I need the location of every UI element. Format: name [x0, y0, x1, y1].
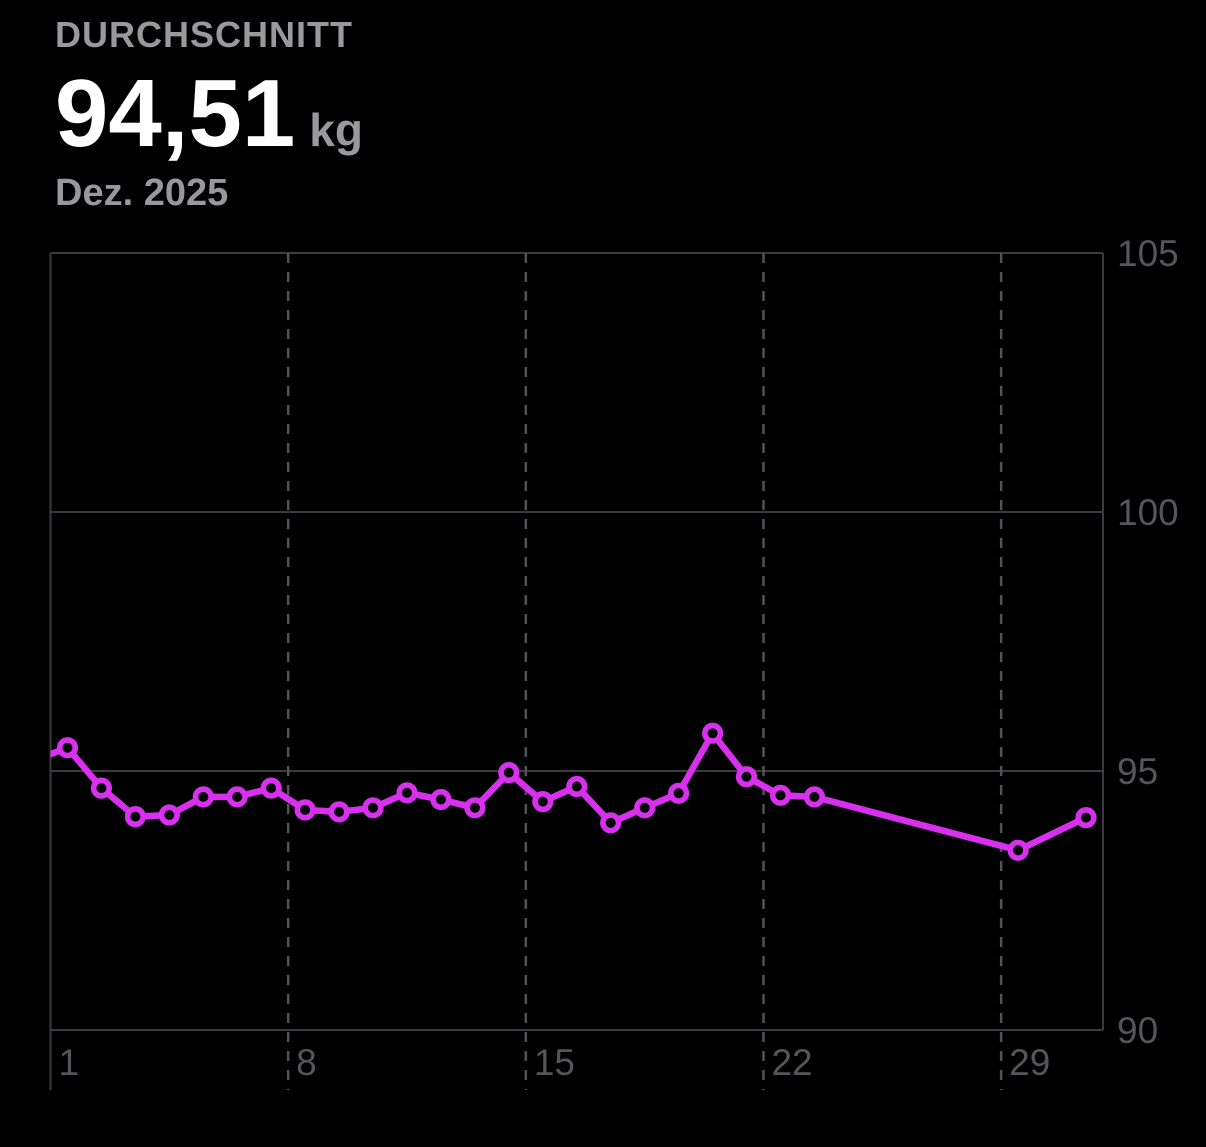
data-point-marker[interactable]: [158, 804, 180, 826]
data-point-marker[interactable]: [56, 737, 79, 759]
data-point-marker[interactable]: [735, 766, 758, 788]
x-axis-label: 22: [771, 1042, 812, 1083]
data-point-marker[interactable]: [701, 722, 724, 744]
data-point-marker[interactable]: [600, 812, 622, 834]
data-point-marker[interactable]: [803, 786, 826, 808]
weight-series-line: [50, 729, 1088, 854]
data-point-marker[interactable]: [294, 799, 316, 821]
x-axis-label: 1: [59, 1042, 80, 1083]
data-point-marker[interactable]: [192, 786, 214, 808]
average-label: DURCHSCHNITT: [55, 14, 353, 55]
average-value-row: 94,51 kg: [55, 66, 1155, 162]
data-point-marker[interactable]: [260, 777, 282, 799]
data-point-marker[interactable]: [124, 805, 146, 828]
y-axis-label: 100: [1117, 492, 1179, 533]
x-axis-label: 29: [1009, 1042, 1050, 1083]
data-point-marker[interactable]: [1075, 806, 1097, 829]
chart-header: DURCHSCHNITT 94,51 kg Dez. 2025: [55, 0, 1155, 215]
data-point-marker[interactable]: [226, 786, 248, 808]
data-point-marker[interactable]: [430, 788, 452, 811]
data-point-marker[interactable]: [328, 801, 350, 823]
y-axis-label: 105: [1117, 233, 1179, 274]
data-point-marker[interactable]: [769, 784, 792, 806]
y-axis-label: 90: [1117, 1010, 1158, 1051]
period-label: Dez. 2025: [55, 172, 229, 214]
x-axis-label: 15: [534, 1042, 575, 1083]
data-point-marker[interactable]: [532, 790, 554, 813]
data-point-marker[interactable]: [498, 761, 520, 784]
data-point-marker[interactable]: [464, 797, 486, 819]
data-point-marker[interactable]: [1007, 839, 1029, 861]
data-point-marker[interactable]: [362, 797, 384, 819]
data-point-marker[interactable]: [634, 797, 656, 819]
average-value: 94,51: [55, 60, 296, 167]
data-point-marker[interactable]: [667, 782, 690, 804]
y-axis-label: 95: [1117, 751, 1158, 792]
average-unit: kg: [309, 104, 363, 156]
data-point-marker[interactable]: [566, 775, 588, 798]
data-point-marker[interactable]: [396, 782, 418, 804]
x-axis-label: 8: [296, 1042, 317, 1083]
data-point-marker[interactable]: [90, 777, 112, 799]
